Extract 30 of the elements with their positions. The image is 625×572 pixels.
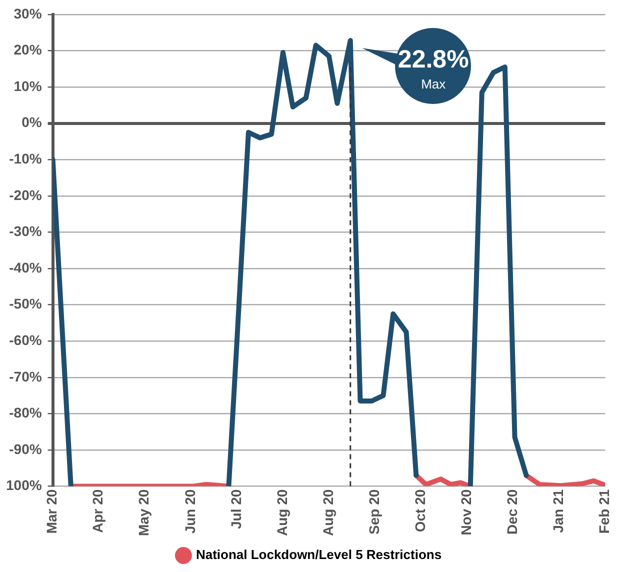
x-tick-label: Dec 20 bbox=[504, 489, 520, 534]
x-tick-label: Jan 21 bbox=[550, 489, 566, 533]
x-tick-label: Feb 21 bbox=[596, 489, 612, 534]
x-tick-label: Sep 20 bbox=[366, 489, 382, 534]
y-tick-label: -60% bbox=[9, 332, 42, 348]
y-tick-label: -70% bbox=[9, 368, 42, 384]
x-tick-label: May 20 bbox=[136, 489, 152, 536]
y-tick-label: -90% bbox=[9, 440, 42, 457]
annotation: Max bbox=[421, 76, 446, 92]
y-tick-label: -10% bbox=[9, 150, 42, 166]
x-tick-label: Nov 20 bbox=[458, 489, 474, 536]
y-tick-label: -50% bbox=[9, 296, 42, 312]
y-tick-label: 30% bbox=[14, 5, 42, 22]
y-tick-label: -20% bbox=[9, 186, 42, 203]
y-tick-label: -30% bbox=[9, 223, 42, 240]
legend-label: National Lockdown/Level 5 Restrictions bbox=[196, 547, 442, 562]
x-tick-label: Jul 20 bbox=[228, 489, 244, 530]
y-tick-label: -40% bbox=[9, 259, 42, 276]
y-tick-label: -80% bbox=[9, 404, 42, 421]
annotation: 22.8% bbox=[398, 45, 469, 74]
x-tick-label: Oct 20 bbox=[412, 489, 428, 532]
x-tick-label: Jun 20 bbox=[182, 489, 198, 534]
y-tick-label: 0% bbox=[22, 114, 42, 130]
y-tick-label: 10% bbox=[14, 78, 42, 94]
x-tick-label: Mar 20 bbox=[44, 489, 60, 534]
x-tick-label: Apr 20 bbox=[90, 489, 106, 533]
y-tick-label: 100% bbox=[6, 477, 42, 494]
x-tick-label: Aug 20 bbox=[320, 489, 336, 536]
y-tick-label: 20% bbox=[14, 42, 42, 58]
x-tick-label: Aug 20 bbox=[274, 489, 290, 536]
